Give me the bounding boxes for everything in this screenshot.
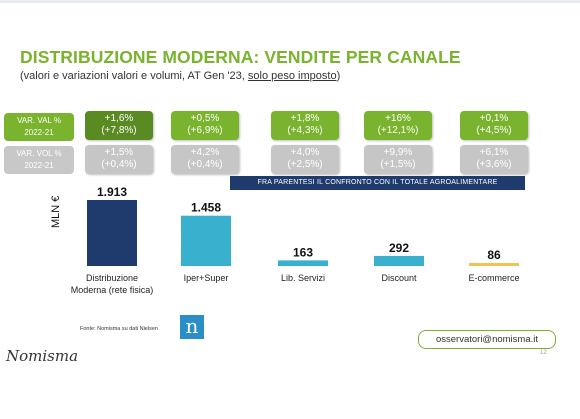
val-change: +16%: [385, 113, 411, 124]
val-change: +0,5%: [190, 113, 220, 124]
vol-box-iper-super: +4,2% (+0,4%): [171, 145, 239, 174]
bar-1: [181, 215, 231, 266]
page-title: DISTRIBUZIONE MODERNA: VENDITE PER CANAL…: [20, 47, 461, 67]
bar-value-label-0: 1.913: [97, 185, 127, 199]
nomisma-logo: Nomisma: [6, 347, 79, 365]
val-change: +0,1%: [479, 113, 509, 124]
var-val-label-line1: VAR. VAL %: [17, 116, 61, 125]
nielsen-logo-icon: n: [180, 315, 204, 339]
y-axis-label: MLN €: [50, 195, 62, 228]
vol-change-total: (+3,6%): [476, 159, 512, 170]
subtitle-main: (valori e variazioni valori e volumi, AT…: [20, 70, 248, 82]
val-change-total: (+6,9%): [187, 125, 223, 136]
val-box-ecommerce: +0,1% (+4,5%): [460, 111, 528, 140]
category-label-0-0: Distribuzione: [86, 273, 138, 283]
vol-change-total: (+2,5%): [287, 159, 323, 170]
vol-change: +4,0%: [290, 147, 320, 158]
var-vol-label-line1: VAR. VOL %: [16, 149, 62, 158]
vol-box-lib-servizi: +4,0% (+2,5%): [271, 145, 339, 174]
val-change: +1,8%: [290, 113, 320, 124]
bar-value-label-1: 1.458: [191, 201, 221, 215]
subtitle-underlined: solo peso imposto: [247, 70, 337, 82]
source-note: Fonte: Nomisma su dati Nielsen: [80, 326, 158, 332]
val-change-total: (+12,1%): [377, 125, 419, 136]
vol-box-discount: +9,9% (+1,5%): [364, 145, 432, 174]
bar-0: [87, 200, 137, 266]
contact-email[interactable]: osservatori@nomisma.it: [418, 330, 556, 349]
var-vol-label-line2: 2022-21: [24, 161, 54, 170]
vol-change-total: (+0,4%): [187, 159, 223, 170]
vol-change: +1,5%: [104, 147, 134, 158]
bar-4: [469, 263, 519, 266]
val-box-distribuzione: +1,6% (+7,8%): [85, 111, 153, 140]
val-box-discount: +16% (+12,1%): [364, 111, 432, 140]
val-change-total: (+7,8%): [101, 125, 137, 136]
category-label-0-1: Moderna (rete fisica): [71, 285, 154, 295]
vol-change: +4,2%: [190, 147, 220, 158]
category-label-4-0: E-commerce: [468, 273, 519, 283]
category-label-2-0: Lib. Servizi: [281, 273, 325, 283]
val-box-lib-servizi: +1,8% (+4,3%): [271, 111, 339, 140]
vol-change-total: (+1,5%): [380, 159, 416, 170]
val-change-total: (+4,3%): [287, 125, 323, 136]
val-box-iper-super: +0,5% (+6,9%): [171, 111, 239, 140]
bar-2: [278, 260, 328, 266]
top-bar: [0, 0, 580, 3]
var-vol-label: VAR. VOL % 2022-21: [4, 146, 74, 174]
var-val-label: VAR. VAL % 2022-21: [4, 113, 74, 141]
vol-change: +9,9%: [383, 147, 413, 158]
bar-chart: 1.913 Distribuzione Moderna (rete fisica) 1…: [71, 185, 520, 295]
category-label-3-0: Discount: [381, 273, 417, 283]
vol-change-total: (+0,4%): [101, 159, 137, 170]
val-change: +1,6%: [104, 113, 134, 124]
vol-box-ecommerce: +6,1% (+3,6%): [460, 145, 528, 174]
vol-change: +6,1%: [479, 147, 509, 158]
bar-value-label-4: 86: [487, 248, 501, 262]
page-number: 12: [540, 350, 547, 356]
category-label-1-0: Iper+Super: [184, 273, 229, 283]
val-change-total: (+4,5%): [476, 125, 512, 136]
bar-value-label-2: 163: [293, 245, 313, 259]
var-val-label-line2: 2022-21: [24, 128, 54, 137]
subtitle-end: ): [336, 70, 341, 82]
bar-value-label-3: 292: [389, 241, 409, 255]
comparison-note: FRA PARENTESI IL CONFRONTO CON IL TOTALE…: [230, 176, 525, 190]
page-subtitle: (valori e variazioni valori e volumi, AT…: [20, 70, 340, 82]
vol-box-distribuzione: +1,5% (+0,4%): [85, 145, 153, 174]
bar-3: [374, 255, 424, 266]
